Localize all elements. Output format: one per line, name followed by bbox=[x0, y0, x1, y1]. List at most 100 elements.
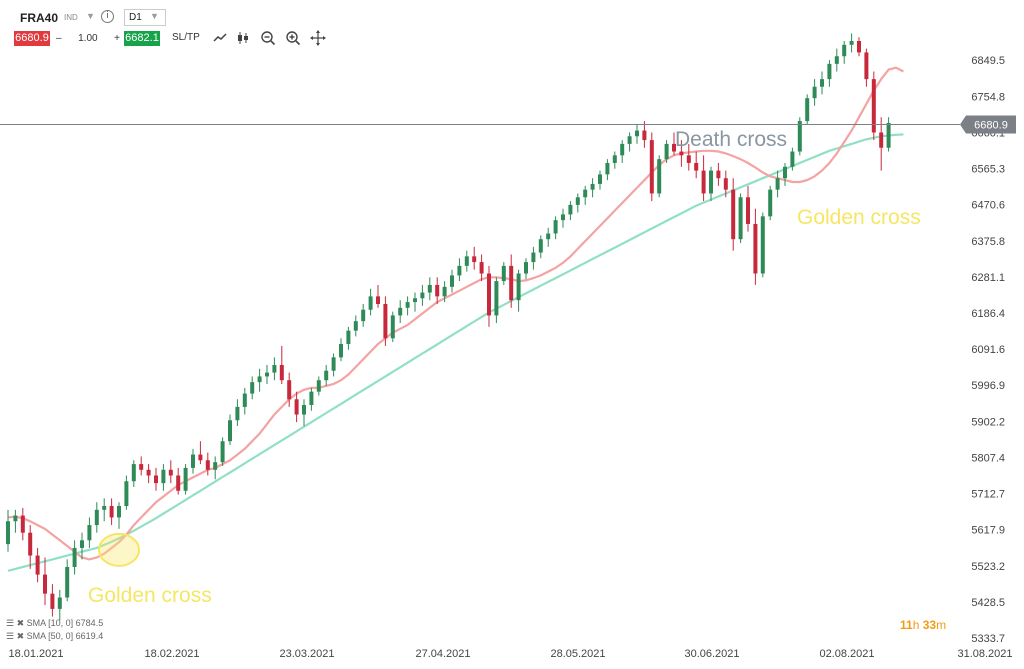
y-tick-label: 5617.9 bbox=[971, 525, 1005, 537]
candle bbox=[857, 37, 861, 57]
candle bbox=[598, 170, 602, 190]
symbol-dropdown-icon[interactable]: ▼ bbox=[86, 11, 95, 21]
candle bbox=[43, 557, 47, 606]
candle bbox=[376, 284, 380, 308]
candle bbox=[94, 502, 99, 533]
candle-body bbox=[398, 307, 403, 316]
x-tick-label: 31.08.2021 bbox=[957, 648, 1012, 660]
x-tick-label: 30.06.2021 bbox=[684, 648, 739, 660]
lot-plus-button[interactable]: + bbox=[114, 33, 120, 44]
candle bbox=[13, 509, 18, 533]
x-tick-label: 18.02.2021 bbox=[144, 648, 199, 660]
sma50-line bbox=[7, 133, 904, 572]
candle bbox=[509, 254, 514, 308]
candle bbox=[827, 60, 832, 87]
candle bbox=[361, 303, 366, 327]
candle bbox=[746, 185, 750, 232]
zoom-in-icon[interactable] bbox=[285, 30, 301, 46]
candle bbox=[50, 584, 55, 617]
candle bbox=[612, 151, 617, 169]
golden-cross-label: Golden cross bbox=[797, 206, 921, 229]
candle bbox=[257, 368, 262, 392]
timer-hours: 11 bbox=[900, 618, 913, 632]
candle bbox=[620, 140, 625, 163]
candle bbox=[353, 315, 358, 337]
candle bbox=[583, 185, 588, 205]
candle-body bbox=[531, 252, 536, 263]
candle bbox=[87, 517, 92, 548]
zoom-out-icon[interactable] bbox=[260, 30, 276, 46]
candle-body bbox=[287, 380, 292, 400]
candle-body bbox=[50, 593, 55, 609]
candle bbox=[331, 353, 336, 377]
candle bbox=[716, 162, 721, 186]
symbol-name[interactable]: FRA40 bbox=[20, 11, 59, 25]
y-tick-label: 5807.4 bbox=[971, 452, 1005, 464]
candle bbox=[450, 269, 454, 293]
x-tick-label: 28.05.2021 bbox=[550, 648, 605, 660]
candle bbox=[457, 258, 462, 282]
candle-body bbox=[775, 178, 780, 190]
line-chart-icon[interactable] bbox=[212, 30, 228, 46]
candle bbox=[753, 208, 758, 285]
candle bbox=[316, 376, 321, 396]
legend-sma50[interactable]: ☰ ✖ SMA [50, 0] 6619.4 bbox=[6, 631, 103, 642]
info-icon[interactable]: i bbox=[101, 10, 114, 23]
candle bbox=[20, 507, 25, 541]
lot-minus-button[interactable]: – bbox=[56, 33, 62, 44]
candle bbox=[679, 140, 684, 167]
legend-sma10[interactable]: ☰ ✖ SMA [10, 0] 6784.5 bbox=[6, 618, 103, 629]
candle bbox=[324, 364, 329, 386]
candle bbox=[235, 399, 240, 426]
candle bbox=[701, 155, 706, 202]
sell-price-button[interactable]: 6680.9 bbox=[14, 31, 50, 46]
candle-body bbox=[849, 40, 854, 45]
candle-body bbox=[35, 555, 40, 575]
candle-body bbox=[479, 262, 484, 274]
timeframe-dropdown-icon[interactable]: ▼ bbox=[150, 11, 159, 21]
candle-body bbox=[753, 223, 758, 274]
candle-body bbox=[57, 597, 62, 609]
x-tick-label: 02.08.2021 bbox=[819, 648, 874, 660]
candle-body bbox=[842, 44, 847, 57]
candle-body bbox=[716, 170, 721, 179]
timeframe-select[interactable]: D1 bbox=[124, 9, 166, 26]
list-icon[interactable]: ☰ ✖ bbox=[6, 631, 25, 641]
candle bbox=[553, 216, 558, 240]
buy-price-button[interactable]: 6682.1 bbox=[124, 31, 160, 46]
current-price-box bbox=[966, 115, 1016, 134]
candle bbox=[738, 193, 743, 244]
list-icon[interactable]: ☰ ✖ bbox=[6, 618, 25, 628]
candle-body bbox=[154, 475, 158, 484]
candles-icon[interactable] bbox=[236, 30, 252, 46]
golden-cross-marker bbox=[98, 532, 140, 567]
candle bbox=[72, 540, 77, 575]
candle-body bbox=[198, 454, 203, 461]
crosshair-icon[interactable] bbox=[310, 30, 326, 46]
candle-body bbox=[124, 481, 129, 507]
y-tick-label: 6754.8 bbox=[971, 91, 1005, 103]
candle-body bbox=[672, 143, 676, 152]
candle bbox=[442, 281, 447, 303]
candle bbox=[368, 288, 373, 316]
candle-body bbox=[346, 330, 351, 345]
sltp-button[interactable]: SL/TP bbox=[172, 32, 200, 43]
candle bbox=[294, 391, 299, 423]
candle-body bbox=[768, 189, 773, 217]
lot-value-input[interactable]: 1.00 bbox=[78, 33, 98, 44]
candle-body bbox=[516, 273, 521, 301]
sma50-line-group bbox=[7, 133, 904, 572]
sma10-line-group bbox=[7, 66, 904, 561]
candle-body bbox=[72, 547, 77, 567]
candle bbox=[6, 509, 10, 552]
candle-body bbox=[405, 302, 410, 308]
candle bbox=[842, 40, 847, 64]
candle bbox=[183, 464, 188, 495]
candle-body bbox=[20, 515, 25, 533]
candle-body bbox=[361, 309, 366, 322]
candle-body bbox=[612, 155, 617, 163]
candle-body bbox=[183, 467, 188, 491]
candle-body bbox=[464, 256, 469, 266]
candle-body bbox=[80, 540, 84, 548]
